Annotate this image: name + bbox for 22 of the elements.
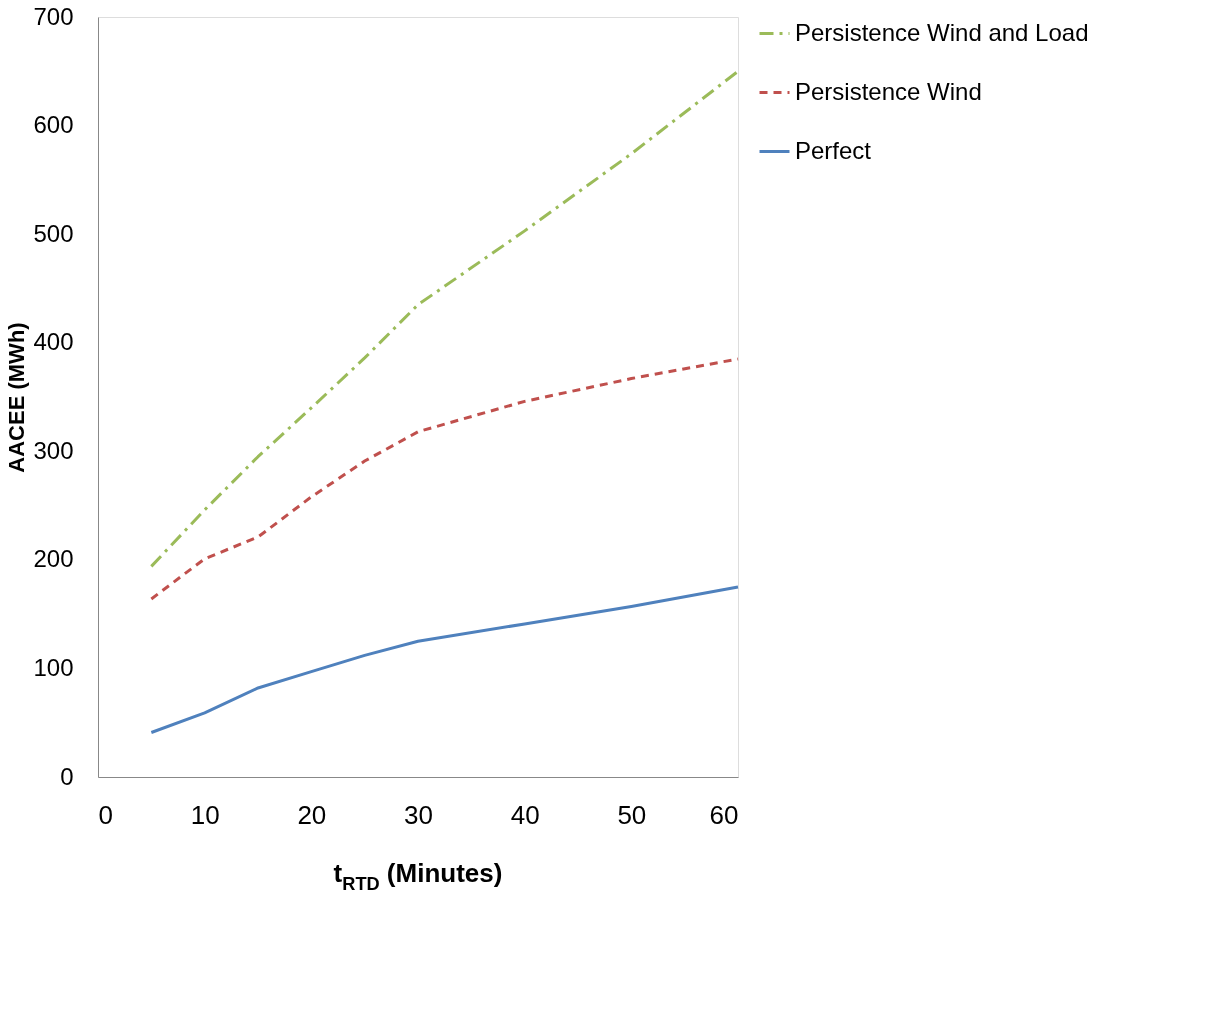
y-tick-label: 300: [33, 436, 74, 464]
y-tick-label: 600: [33, 111, 74, 139]
y-tick-label: 700: [33, 2, 74, 30]
line-series: [149, 69, 740, 568]
line-series: [149, 357, 740, 601]
y-tick-label: 400: [33, 328, 74, 356]
y-tick-label: 0: [60, 762, 74, 790]
line-series: [149, 585, 740, 734]
legend-label: Persistence Wind: [795, 77, 982, 105]
x-tick-label: 40: [510, 799, 540, 830]
y-axis-title: AACEE (MWh): [4, 322, 30, 473]
x-tick-label: 60: [709, 799, 739, 830]
legend-label: Persistence Wind and Load: [795, 18, 1089, 46]
x-tick-label: 20: [297, 799, 327, 830]
x-tick-label: 30: [404, 799, 433, 830]
y-tick-label: 500: [33, 219, 74, 247]
legend-label: Perfect: [795, 136, 872, 164]
x-tick-label: 50: [617, 799, 647, 830]
y-tick-label: 100: [33, 653, 74, 681]
x-tick-label: 0: [98, 799, 113, 830]
x-tick-label: 10: [190, 799, 220, 830]
y-tick-label: 200: [33, 545, 74, 573]
